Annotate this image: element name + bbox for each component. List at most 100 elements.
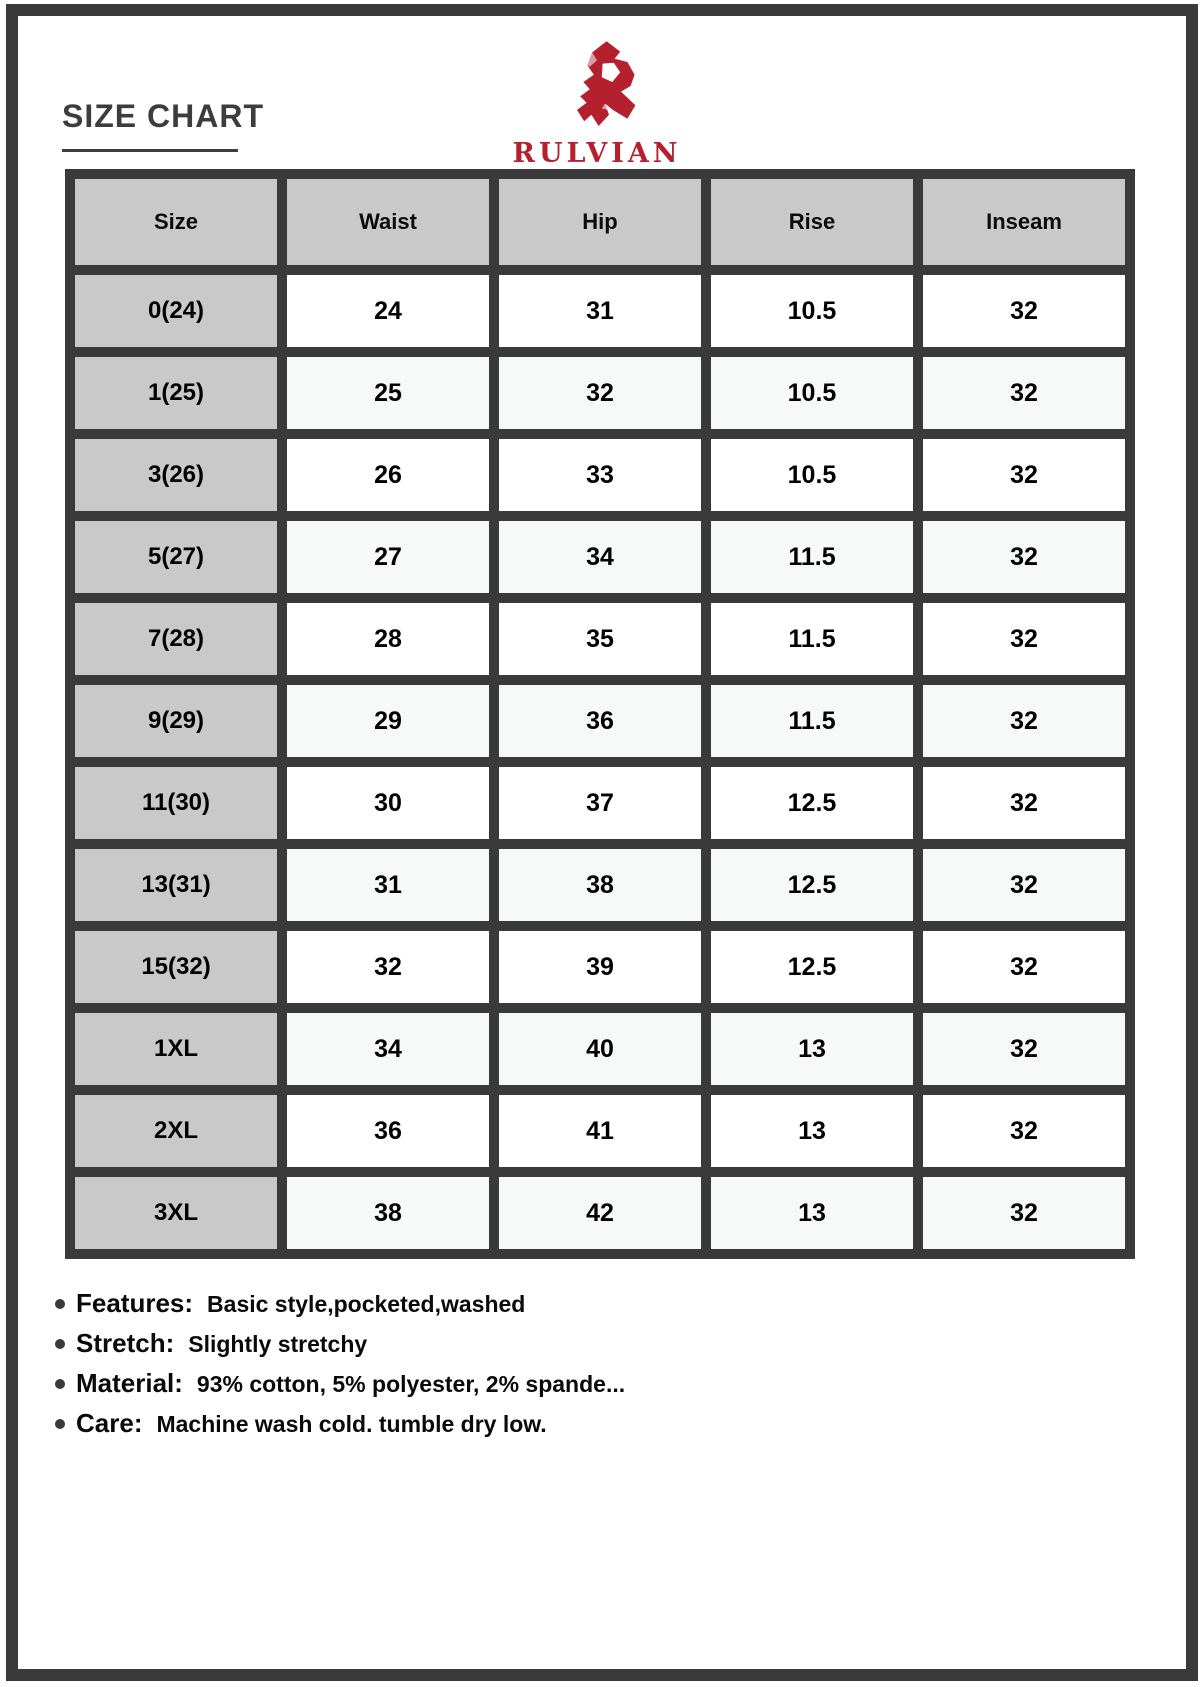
table-row: 3XL 38 42 13 32 — [75, 1177, 1125, 1249]
waist-cell: 30 — [287, 767, 489, 839]
hip-cell: 38 — [499, 849, 701, 921]
waist-cell: 24 — [287, 275, 489, 347]
waist-cell: 29 — [287, 685, 489, 757]
size-chart-table: Size Waist Hip Rise Inseam 0(24) 24 31 1… — [65, 169, 1135, 1259]
hip-cell: 37 — [499, 767, 701, 839]
inseam-cell: 32 — [923, 849, 1125, 921]
size-cell: 3(26) — [75, 439, 277, 511]
detail-value: 93% cotton, 5% polyester, 2% spande... — [196, 1371, 626, 1397]
rise-cell: 13 — [711, 1095, 913, 1167]
waist-cell: 31 — [287, 849, 489, 921]
bullet-icon — [55, 1378, 65, 1389]
brand-logo: RULVIAN — [497, 40, 697, 169]
size-cell: 7(28) — [75, 603, 277, 675]
column-header: Waist — [287, 179, 489, 265]
table-row: 1(25) 25 32 10.5 32 — [75, 357, 1125, 429]
table-row: 7(28) 28 35 11.5 32 — [75, 603, 1125, 675]
column-header: Size — [75, 179, 277, 265]
hip-cell: 33 — [499, 439, 701, 511]
detail-value: Machine wash cold. tumble dry low. — [156, 1411, 547, 1437]
inseam-cell: 32 — [923, 357, 1125, 429]
inseam-cell: 32 — [923, 1177, 1125, 1249]
brand-name: RULVIAN — [512, 138, 682, 169]
column-header: Hip — [499, 179, 701, 265]
table-row: 0(24) 24 31 10.5 32 — [75, 275, 1125, 347]
hip-cell: 42 — [499, 1177, 701, 1249]
inseam-cell: 32 — [923, 439, 1125, 511]
inseam-cell: 32 — [923, 1095, 1125, 1167]
size-cell: 11(30) — [75, 767, 277, 839]
waist-cell: 27 — [287, 521, 489, 593]
size-cell: 1XL — [75, 1013, 277, 1085]
rise-cell: 12.5 — [711, 849, 913, 921]
hip-cell: 40 — [499, 1013, 701, 1085]
rise-cell: 13 — [711, 1013, 913, 1085]
detail-row: Material: 93% cotton, 5% polyester, 2% s… — [55, 1368, 625, 1399]
waist-cell: 38 — [287, 1177, 489, 1249]
column-header: Inseam — [923, 179, 1125, 265]
rise-cell: 12.5 — [711, 767, 913, 839]
table-header-row: Size Waist Hip Rise Inseam — [75, 179, 1125, 265]
size-cell: 13(31) — [75, 849, 277, 921]
table-row: 13(31) 31 38 12.5 32 — [75, 849, 1125, 921]
column-header: Rise — [711, 179, 913, 265]
table-row: 5(27) 27 34 11.5 32 — [75, 521, 1125, 593]
rulvian-r-monogram-icon — [497, 40, 697, 132]
hip-cell: 36 — [499, 685, 701, 757]
hip-cell: 31 — [499, 275, 701, 347]
size-cell: 0(24) — [75, 275, 277, 347]
size-cell: 1(25) — [75, 357, 277, 429]
waist-cell: 34 — [287, 1013, 489, 1085]
waist-cell: 26 — [287, 439, 489, 511]
inseam-cell: 32 — [923, 767, 1125, 839]
size-cell: 15(32) — [75, 931, 277, 1003]
rise-cell: 11.5 — [711, 685, 913, 757]
detail-label: Material: — [76, 1368, 183, 1398]
hip-cell: 32 — [499, 357, 701, 429]
waist-cell: 32 — [287, 931, 489, 1003]
rise-cell: 10.5 — [711, 275, 913, 347]
bullet-icon — [55, 1418, 65, 1429]
inseam-cell: 32 — [923, 1013, 1125, 1085]
bullet-icon — [55, 1298, 65, 1309]
detail-label: Care: — [76, 1408, 143, 1438]
table-row: 1XL 34 40 13 32 — [75, 1013, 1125, 1085]
detail-value: Slightly stretchy — [188, 1331, 368, 1357]
detail-label: Stretch: — [76, 1328, 175, 1358]
inseam-cell: 32 — [923, 685, 1125, 757]
waist-cell: 28 — [287, 603, 489, 675]
inseam-cell: 32 — [923, 275, 1125, 347]
rise-cell: 10.5 — [711, 357, 913, 429]
title-underline — [62, 149, 238, 152]
table-row: 2XL 36 41 13 32 — [75, 1095, 1125, 1167]
waist-cell: 36 — [287, 1095, 489, 1167]
hip-cell: 39 — [499, 931, 701, 1003]
detail-row: Stretch: Slightly stretchy — [55, 1328, 625, 1359]
inseam-cell: 32 — [923, 931, 1125, 1003]
size-cell: 9(29) — [75, 685, 277, 757]
product-details-list: Features: Basic style,pocketed,washed St… — [55, 1288, 625, 1448]
hip-cell: 34 — [499, 521, 701, 593]
page-title: SIZE CHART — [62, 98, 264, 134]
table-row: 9(29) 29 36 11.5 32 — [75, 685, 1125, 757]
detail-value: Basic style,pocketed,washed — [207, 1291, 526, 1317]
table-row: 15(32) 32 39 12.5 32 — [75, 931, 1125, 1003]
table-row: 3(26) 26 33 10.5 32 — [75, 439, 1125, 511]
detail-label: Features: — [76, 1288, 194, 1318]
rise-cell: 11.5 — [711, 521, 913, 593]
bullet-icon — [55, 1338, 65, 1349]
rise-cell: 11.5 — [711, 603, 913, 675]
inseam-cell: 32 — [923, 521, 1125, 593]
table-row: 11(30) 30 37 12.5 32 — [75, 767, 1125, 839]
size-cell: 5(27) — [75, 521, 277, 593]
rise-cell: 12.5 — [711, 931, 913, 1003]
size-cell: 3XL — [75, 1177, 277, 1249]
detail-row: Care: Machine wash cold. tumble dry low. — [55, 1408, 625, 1439]
hip-cell: 41 — [499, 1095, 701, 1167]
size-cell: 2XL — [75, 1095, 277, 1167]
waist-cell: 25 — [287, 357, 489, 429]
rise-cell: 10.5 — [711, 439, 913, 511]
detail-row: Features: Basic style,pocketed,washed — [55, 1288, 625, 1319]
rise-cell: 13 — [711, 1177, 913, 1249]
inseam-cell: 32 — [923, 603, 1125, 675]
